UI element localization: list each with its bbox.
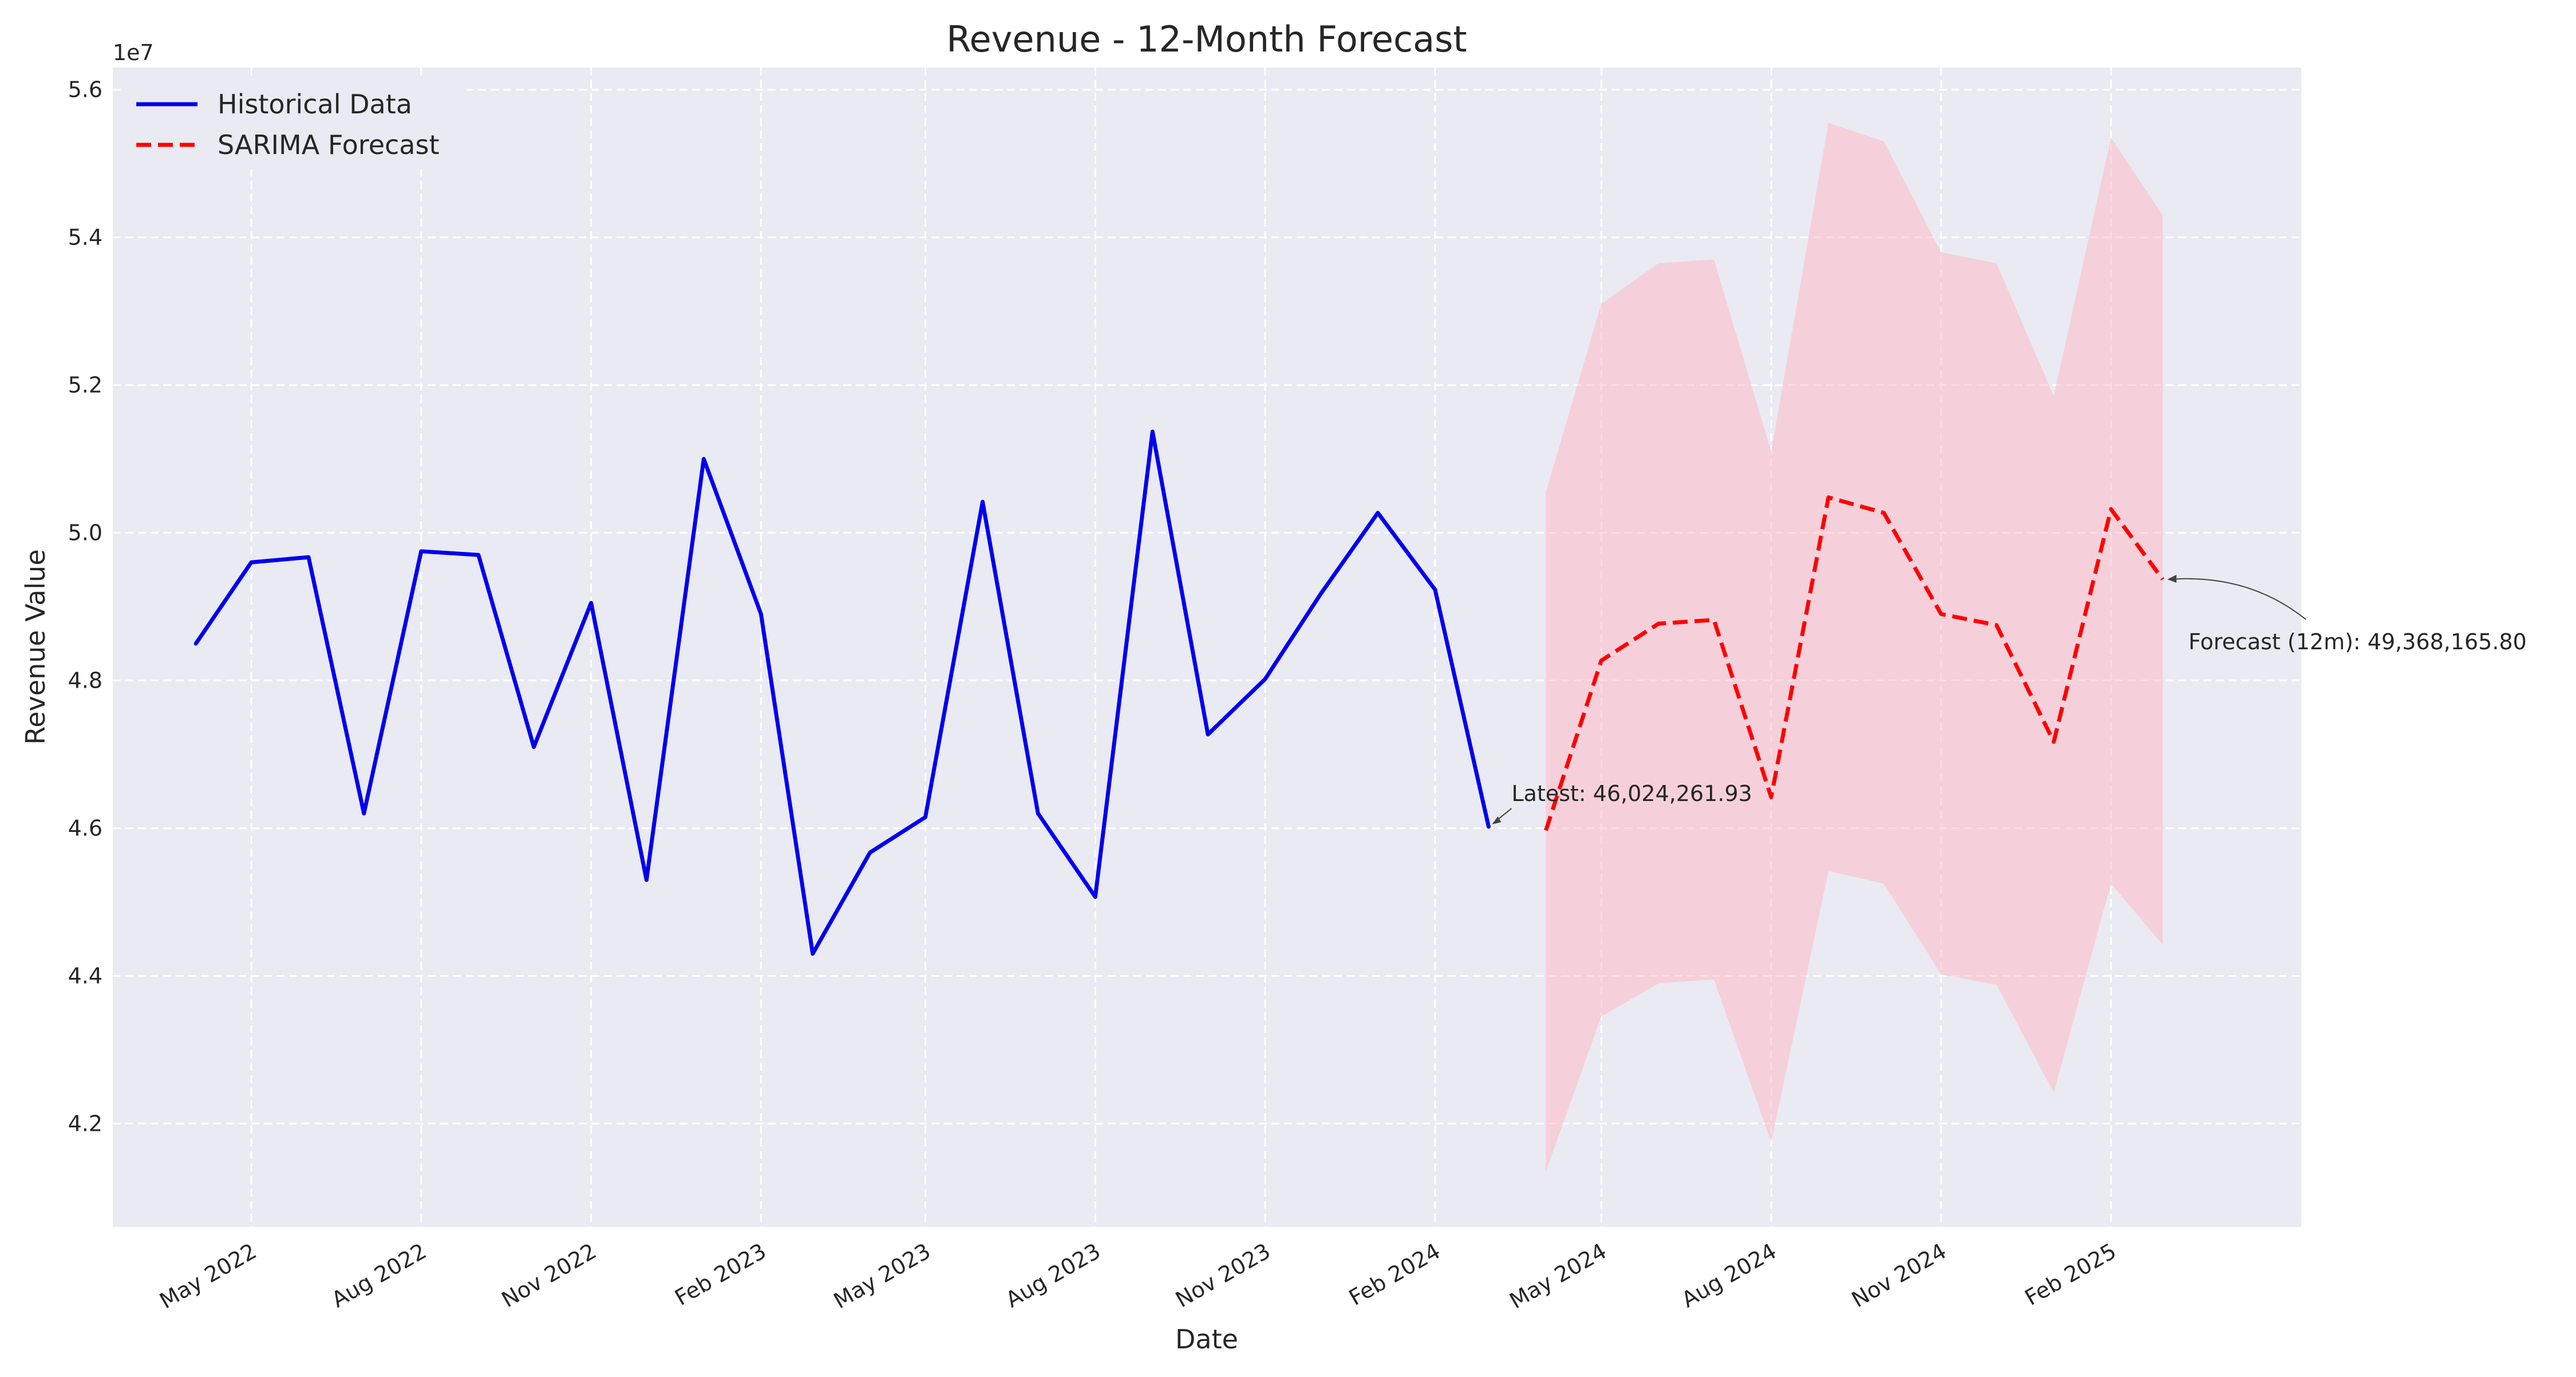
x-tick-label: Aug 2023: [1001, 1238, 1104, 1313]
legend-label-forecast: SARIMA Forecast: [218, 129, 439, 160]
y-tick-label: 5.4: [68, 225, 102, 250]
x-tick-label: Aug 2022: [327, 1238, 430, 1313]
y-tick-label: 4.2: [68, 1111, 102, 1136]
annotation-arrow-forecast: [2169, 578, 2306, 620]
y-tick-label: 4.8: [68, 668, 102, 693]
annotation-layer: Latest: 46,024,261.93 Forecast (12m): 49,…: [1492, 574, 2527, 824]
y-tick-label: 5.2: [68, 373, 102, 398]
legend-box: [123, 77, 467, 169]
series-layer: [193, 429, 2164, 956]
x-tick-label: Aug 2024: [1677, 1238, 1780, 1313]
y-axis-label: Revenue Value: [20, 549, 51, 744]
confidence-band: [1546, 123, 2163, 1172]
historical-line: [193, 429, 1491, 956]
x-tick-label: May 2022: [155, 1238, 260, 1314]
annotation-latest: Latest: 46,024,261.93: [1511, 781, 1752, 806]
annotation-arrowhead-latest: [1492, 816, 1502, 824]
x-tick-label: Nov 2023: [1171, 1238, 1274, 1313]
x-tick-label: Nov 2022: [497, 1238, 600, 1313]
x-tick-label: May 2024: [1506, 1238, 1611, 1314]
annotation-arrowhead-forecast: [2167, 574, 2177, 583]
x-tick-label: Feb 2023: [670, 1238, 770, 1311]
x-tick-label: May 2023: [829, 1238, 935, 1314]
y-multiplier-label: 1e7: [113, 40, 154, 65]
x-axis-label: Date: [1175, 1324, 1238, 1355]
y-tick-label: 4.4: [68, 963, 102, 988]
chart-title: Revenue - 12-Month Forecast: [946, 18, 1467, 60]
annotation-forecast: Forecast (12m): 49,368,165.80: [2188, 629, 2527, 654]
band-layer: [1546, 123, 2163, 1172]
x-tick-label: Feb 2024: [1345, 1238, 1444, 1311]
x-tick-label: Feb 2025: [2021, 1238, 2120, 1311]
legend: Historical Data SARIMA Forecast: [123, 77, 467, 169]
legend-label-historical: Historical Data: [218, 89, 412, 120]
x-tick-label: Nov 2024: [1847, 1238, 1950, 1313]
y-tick-label: 5.0: [68, 520, 102, 546]
y-tick-label: 4.6: [68, 816, 102, 841]
y-tick-label: 5.6: [68, 77, 102, 102]
